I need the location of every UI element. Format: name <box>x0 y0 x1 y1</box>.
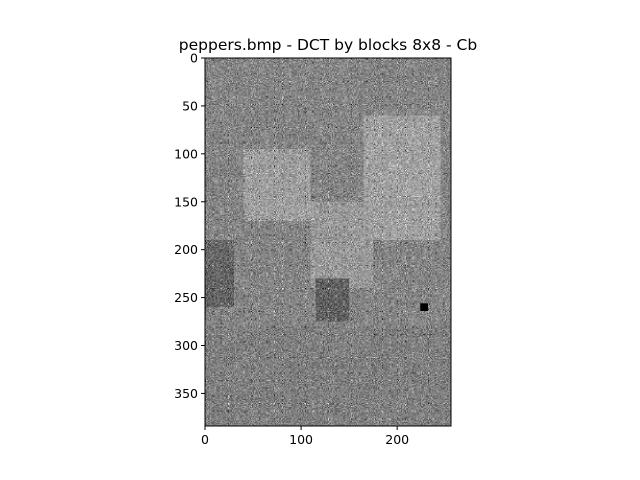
y-tick-label: 200 <box>174 242 198 257</box>
y-axis: 0 50 100 150 200 250 300 350 <box>174 51 205 401</box>
axes-frame <box>204 57 452 427</box>
chart-title: peppers.bmp - DCT by blocks 8x8 - Cb <box>179 36 477 54</box>
y-tick-label: 350 <box>174 386 198 401</box>
x-tick-label: 0 <box>201 432 209 447</box>
y-tick-label: 150 <box>174 194 198 209</box>
x-tick-label: 100 <box>289 432 313 447</box>
y-tick-label: 250 <box>174 290 198 305</box>
y-tick-label: 0 <box>190 51 198 66</box>
dct-image <box>205 58 451 426</box>
x-tick-label: 200 <box>385 432 409 447</box>
x-axis: 0 100 200 <box>201 426 409 447</box>
y-tick-label: 100 <box>174 146 198 161</box>
y-tick-label: 300 <box>174 338 198 353</box>
y-tick-label: 50 <box>182 98 198 113</box>
plot-area <box>204 57 452 427</box>
dark-marker-block <box>420 303 428 311</box>
